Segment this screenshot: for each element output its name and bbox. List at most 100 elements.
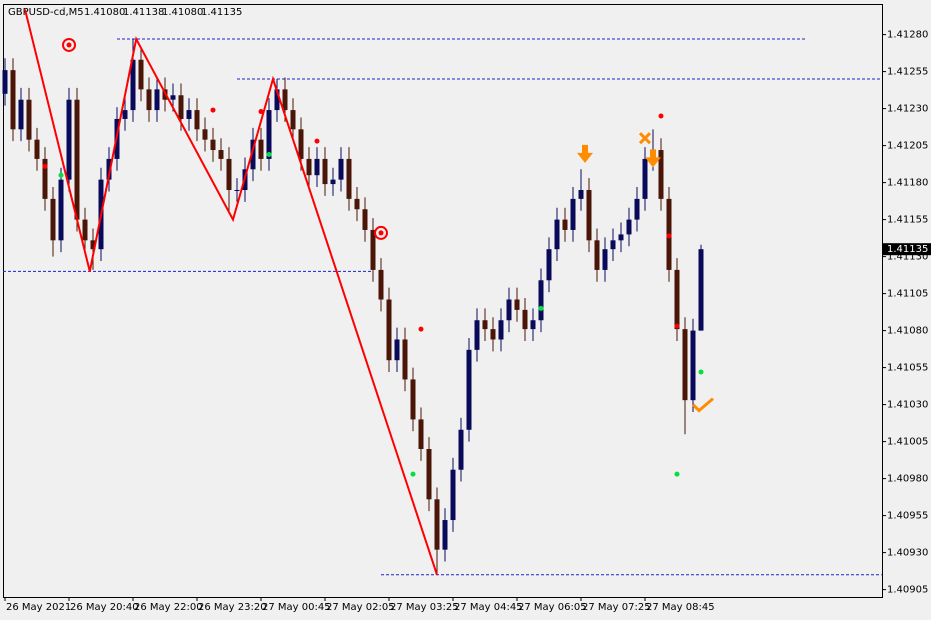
candle-body [522, 309, 528, 330]
candle-body [58, 179, 64, 241]
candle-body [26, 99, 32, 140]
candle-body [290, 110, 296, 130]
header-value: 1.41080 [84, 7, 125, 18]
x-tick-label: 27 May 02:05 [326, 602, 395, 613]
candle-body [410, 379, 416, 420]
y-tick-label: 1.41180 [887, 178, 928, 189]
candle-body [634, 198, 640, 220]
x-tick-label: 26 May 2021 [6, 602, 71, 613]
candle-body [418, 419, 424, 449]
candle-body [10, 70, 16, 130]
candle-body [682, 329, 688, 401]
candle-body [274, 89, 280, 111]
x-tick-label: 27 May 04:45 [454, 602, 523, 613]
x-tick-label: 27 May 00:45 [262, 602, 331, 613]
x-tick-label: 27 May 03:25 [390, 602, 459, 613]
candle-body [154, 89, 160, 111]
candle-body [82, 219, 88, 241]
y-tick-label: 1.41055 [887, 363, 928, 374]
candle-body [130, 59, 136, 111]
candle-body [314, 158, 320, 176]
candle-body [106, 158, 112, 180]
candle-body [18, 99, 24, 130]
y-tick-label: 1.41005 [887, 437, 928, 448]
y-tick-label: 1.40905 [887, 585, 928, 596]
candle-body [642, 158, 648, 199]
y-tick-label: 1.41230 [887, 104, 928, 115]
signal-ring [374, 225, 388, 240]
y-tick-label: 1.41280 [887, 30, 928, 41]
last-price-label: 1.41135 [887, 244, 928, 255]
candle-body [234, 190, 240, 191]
signal-dot [42, 163, 48, 169]
zigzag-line [24, 9, 438, 576]
candle-body [618, 234, 624, 241]
x-tick-label: 27 May 08:45 [646, 602, 715, 613]
candle-body [258, 139, 264, 159]
signal-dot [658, 113, 664, 119]
candle-body [338, 158, 344, 180]
x-tick-label: 27 May 06:05 [518, 602, 587, 613]
candle-body [218, 150, 224, 159]
candle-body [514, 299, 520, 310]
signal-dot [266, 151, 272, 157]
candle-body [74, 99, 80, 220]
signal-dot [258, 109, 264, 115]
signal-dot [666, 233, 672, 239]
chart-title: GBPUSD-cd,M5 [8, 7, 84, 18]
candle-body [42, 158, 48, 199]
candle-body [530, 320, 536, 330]
candle-body [578, 190, 584, 199]
last-price-box [883, 243, 931, 256]
candle-body [482, 320, 488, 330]
signal-cross [638, 132, 652, 145]
candle-body [586, 190, 592, 241]
candle-body [146, 89, 152, 111]
y-tick-label: 1.40980 [887, 474, 928, 485]
candle-body [594, 240, 600, 270]
signal-dot [674, 471, 680, 477]
signal-dot [210, 107, 216, 113]
candle-body [210, 139, 216, 151]
candle-body [498, 320, 504, 340]
candle-body [538, 280, 544, 321]
candle-body [226, 158, 232, 190]
candle-body [546, 249, 552, 281]
signal-dot [410, 471, 416, 477]
candle-body [450, 469, 456, 521]
header-value: 1.41138 [123, 7, 164, 18]
candle-body [610, 240, 616, 250]
signal-check [691, 397, 714, 413]
candle-body [458, 429, 464, 470]
candle-body [138, 59, 144, 90]
candle-body [506, 299, 512, 321]
candle-body [698, 249, 704, 331]
y-tick-label: 1.41255 [887, 67, 928, 78]
y-tick-label: 1.40955 [887, 511, 928, 522]
candle-body [122, 110, 128, 119]
signal-dot [674, 323, 680, 329]
signal-dot [58, 172, 64, 178]
candle-body [298, 129, 304, 159]
candle-body [370, 229, 376, 270]
candle-body [490, 329, 496, 340]
candle-body [50, 198, 56, 241]
candle-body [282, 89, 288, 111]
candle-body [354, 198, 360, 210]
signal-arrow [577, 144, 593, 163]
y-tick-label: 1.41030 [887, 400, 928, 411]
candle-body [402, 339, 408, 380]
candle-body [202, 129, 208, 140]
signal-dot [538, 305, 544, 311]
candle-body [66, 99, 72, 180]
header-value: 1.41135 [201, 7, 242, 18]
x-tick-label: 27 May 07:25 [582, 602, 651, 613]
signal-ring [62, 37, 76, 52]
candle-body [474, 320, 480, 350]
candle-body [2, 70, 8, 94]
candle-body [330, 179, 336, 185]
candle-body [426, 449, 432, 500]
candle-body [602, 249, 608, 270]
candle-body [466, 349, 472, 430]
